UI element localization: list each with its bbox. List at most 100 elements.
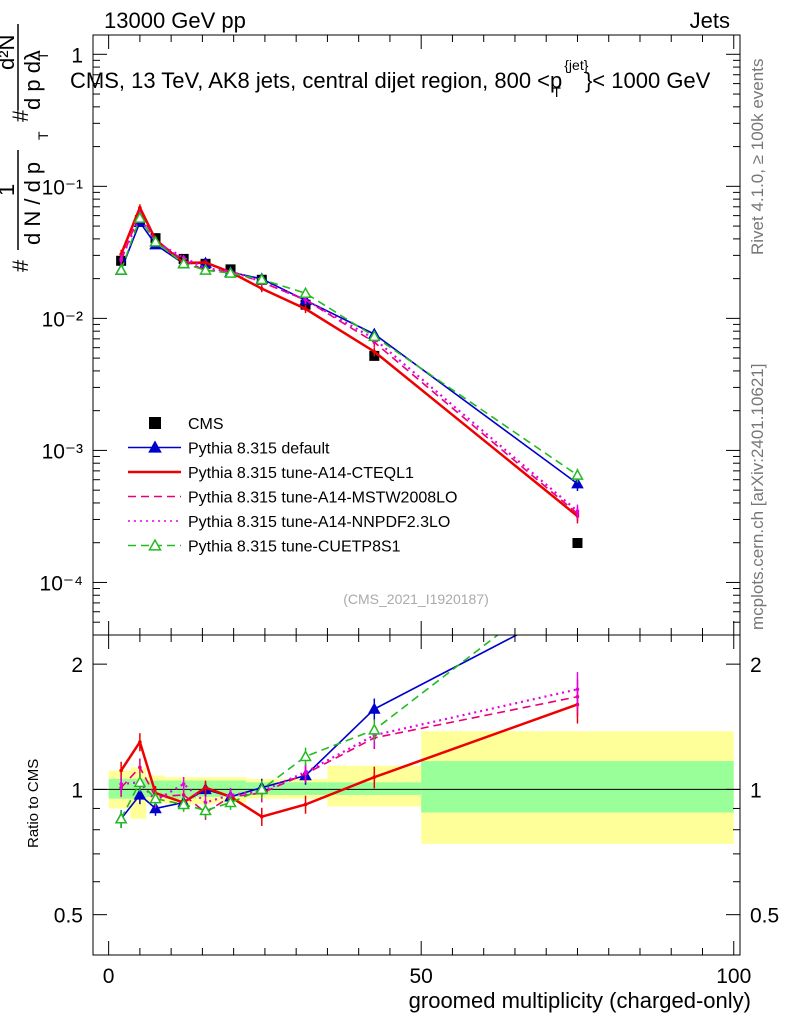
ratio-point	[119, 768, 123, 773]
ylabel-den2-sub: T	[35, 51, 51, 60]
ratio-point	[181, 782, 186, 786]
data-point	[224, 266, 237, 278]
main-watermark: (CMS_2021_I1920187)	[343, 591, 489, 607]
series-line	[119, 204, 579, 518]
data-point	[138, 205, 142, 210]
main-title: CMS, 13 TeV, AK8 jets, central dijet reg…	[70, 57, 711, 100]
ratio-point	[138, 765, 142, 770]
legend-entry: Pythia 8.315 tune-A14-CTEQL1	[128, 465, 414, 482]
data-point	[372, 349, 377, 354]
data-point	[255, 272, 269, 285]
ratio-point	[259, 814, 264, 819]
ratio-point	[368, 702, 381, 714]
main-y-tick-label: 1	[71, 44, 83, 67]
legend-entry: Pythia 8.315 tune-CUETP8S1	[128, 538, 401, 556]
ylabel-hash-1: #	[8, 259, 33, 272]
data-point	[119, 252, 123, 257]
data-point	[259, 286, 264, 291]
header-left: 13000 GeV pp	[104, 8, 246, 33]
legend-marker	[148, 538, 162, 551]
ratio-point	[149, 792, 162, 804]
ratio-y-tick-label: 1	[750, 779, 762, 802]
legend-label: Pythia 8.315 tune-A14-CTEQL1	[188, 465, 414, 482]
legend-entry: Pythia 8.315 default	[128, 440, 330, 458]
main-title-b: }< 1000 GeV	[585, 68, 711, 93]
ratio-point	[368, 723, 381, 735]
ylabel-num2: d²N	[0, 35, 19, 70]
ratio-point	[203, 800, 208, 805]
series-line	[120, 210, 578, 515]
main-y-tick-label: 10⁻²	[42, 308, 83, 331]
ratio-point	[228, 793, 233, 797]
ratio-point	[572, 569, 582, 578]
data-point	[149, 235, 162, 247]
x-tick-label: 100	[716, 965, 751, 988]
x-tick-label: 50	[410, 965, 433, 988]
data-point	[203, 260, 208, 265]
legend-marker	[148, 440, 162, 453]
ratio-series-group	[114, 569, 582, 829]
main-ylabel: # 1 d N / d p T # d²N d p dλ T	[0, 24, 51, 272]
legend-entry: Pythia 8.315 tune-A14-MSTW2008LO	[128, 490, 457, 507]
ratio-xlabel: groomed multiplicity (charged-only)	[409, 988, 751, 1013]
ylabel-den1: d N / d p	[20, 162, 45, 245]
ratio-panel: 0.5 0.5 1 1 2 2 0 50 100 Ratio to CMS groomed m…	[25, 569, 779, 1013]
legend: CMS Pythia 8.315 default Pythia 8.315 tune…	[128, 416, 457, 556]
header-right: Jets	[690, 8, 730, 33]
data-point	[177, 257, 190, 269]
main-panel: 1 10⁻¹ 10⁻² 10⁻³ 10⁻⁴ (CMS_2021_I1920187) CM…	[0, 24, 741, 636]
legend-label: CMS	[188, 416, 224, 433]
ratio-point	[114, 812, 128, 824]
band-inner	[421, 761, 734, 813]
ratio-frame	[92, 634, 741, 956]
ratio-point	[133, 788, 147, 800]
legend-entry: Pythia 8.315 tune-A14-NNPDF2.3LO	[128, 514, 450, 531]
legend-label: Pythia 8.315 tune-A14-NNPDF2.3LO	[188, 514, 450, 531]
side-mcplots: mcplots.cern.ch [arXiv:2401.10621]	[748, 364, 767, 630]
ratio-y-tick-label: 2	[750, 654, 762, 677]
main-title-a: CMS, 13 TeV, AK8 jets, central dijet reg…	[70, 68, 562, 93]
ratio-point	[299, 749, 312, 762]
main-title-sup: {jet}	[564, 57, 588, 73]
data-point	[303, 298, 308, 302]
ratio-point	[181, 793, 186, 797]
legend-marker	[149, 417, 161, 429]
series-5	[114, 211, 584, 483]
main-y-tick-label: 10⁻⁴	[40, 572, 83, 595]
band-inner	[277, 782, 328, 795]
x-tick-label: 0	[103, 965, 115, 988]
legend-label: Pythia 8.315 default	[188, 441, 330, 458]
ratio-point	[138, 740, 142, 744]
ylabel-den2: d p dλ	[20, 50, 45, 110]
data-point	[571, 468, 584, 480]
ratio-point	[203, 785, 208, 790]
data-point	[368, 329, 381, 342]
ratio-point	[133, 775, 147, 788]
main-y-tick-label: 10⁻¹	[42, 176, 83, 199]
data-point	[119, 257, 123, 261]
series-line	[120, 216, 578, 476]
ratio-point	[224, 795, 237, 808]
data-point	[572, 537, 583, 548]
data-point	[299, 286, 312, 298]
data-point	[199, 263, 212, 275]
ratio-point	[572, 598, 582, 607]
band-inner	[108, 778, 131, 799]
ratio-y-tick-label: 0.5	[54, 905, 83, 928]
data-point	[133, 211, 147, 223]
ratio-point	[372, 775, 377, 779]
ratio-point	[303, 802, 308, 807]
ratio-line	[120, 695, 578, 814]
ratio-point	[575, 687, 580, 692]
ratio-point	[303, 770, 308, 774]
ratio-ylabel: Ratio to CMS	[25, 759, 42, 848]
data-point	[571, 477, 584, 489]
ratio-point	[255, 782, 269, 795]
data-point	[303, 307, 308, 311]
ratio-point	[177, 797, 190, 810]
ratio-series-4	[114, 569, 582, 829]
main-y-tick-label: 10⁻³	[42, 440, 83, 463]
data-point	[114, 263, 128, 275]
ratio-y-tick-label: 2	[71, 654, 83, 677]
